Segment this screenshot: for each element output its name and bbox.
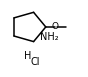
Text: H: H [24,51,32,61]
Text: Cl: Cl [30,57,40,67]
Text: O: O [51,22,59,31]
Text: NH₂: NH₂ [40,32,59,42]
